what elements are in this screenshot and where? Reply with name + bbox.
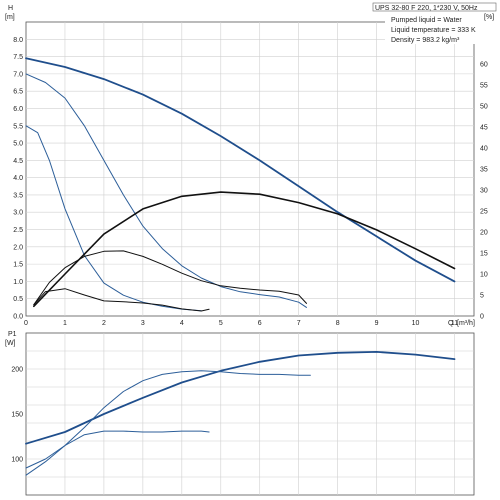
y2-tick-label: 5	[480, 293, 484, 300]
y2-tick-label: 35	[480, 167, 488, 174]
legend-line-3: Density = 983.2 kg/m³	[391, 37, 460, 44]
y-tick-label: 3.5	[13, 192, 23, 199]
y-tick-label: 4.5	[13, 158, 23, 165]
p1-tick-label: 150	[11, 412, 23, 419]
bottom-ticks: 100 150 200	[11, 367, 23, 464]
power-curve-2	[25, 430, 210, 476]
y-tick-label: 2.5	[13, 227, 23, 234]
y-axis-label: H	[8, 5, 13, 12]
x-tick-label: 4	[180, 320, 184, 327]
y2-axis-unit: [%]	[484, 14, 494, 21]
y-tick-label: 2.0	[13, 244, 23, 251]
x-tick-label: 3	[141, 320, 145, 327]
y-tick-label: 7.0	[13, 71, 23, 78]
x-axis-unit: [m³/h]	[457, 320, 475, 327]
x-tick-label: 2	[102, 320, 106, 327]
y-tick-label: 7.5	[13, 54, 23, 61]
y-tick-label: 0.5	[13, 296, 23, 303]
head-curve-2	[25, 125, 202, 312]
y-tick-label: 5.5	[13, 123, 23, 130]
y-tick-label: 5.0	[13, 141, 23, 148]
y-tick-label: 6.5	[13, 89, 23, 96]
x-tick-label: 5	[219, 320, 223, 327]
top-grid	[26, 22, 474, 316]
p1-tick-label: 200	[11, 367, 23, 374]
x-tick-label: 6	[258, 320, 262, 327]
head-curve-0	[25, 57, 456, 283]
y2-tick-label: 25	[480, 209, 488, 216]
legend-info-box	[385, 12, 481, 44]
y2-tick-label: 0	[480, 314, 484, 321]
y-tick-label: 4.0	[13, 175, 23, 182]
p1-axis-unit: [W]	[5, 340, 16, 347]
y2-tick-label: 60	[480, 62, 488, 69]
y2-tick-label: 10	[480, 272, 488, 279]
y-tick-label: 8.0	[13, 37, 23, 44]
x-tick-label: 11	[451, 320, 458, 327]
power-curve-1	[25, 370, 311, 469]
chart-title: UPS 32-80 F 220, 1*230 V, 50Hz	[375, 5, 478, 12]
head-curve-1	[25, 73, 307, 308]
x-tick-label: 9	[375, 320, 379, 327]
legend-line-2: Liquid temperature = 333 K	[391, 27, 476, 34]
y2-tick-label: 55	[480, 83, 488, 90]
p1-axis-label: P1	[8, 331, 17, 338]
x-tick-label: 1	[63, 320, 67, 327]
top-plot-frame	[25, 21, 475, 317]
bottom-grid	[26, 333, 474, 495]
y-axis-unit: [m]	[5, 14, 15, 21]
x-axis-label: Q	[448, 320, 454, 327]
y2-tick-label: 30	[480, 188, 488, 195]
legend-box	[372, 2, 497, 12]
efficiency-curve-3	[32, 191, 456, 308]
p1-tick-label: 100	[11, 457, 23, 464]
bottom-plot-frame	[25, 332, 475, 496]
legend-line-1: Pumped liquid = Water	[391, 17, 462, 24]
y-tick-label: 1.0	[13, 279, 23, 286]
y2-tick-label: 40	[480, 146, 488, 153]
y2-tick-label: 20	[480, 230, 488, 237]
y2-tick-label: 45	[480, 125, 488, 132]
x-tick-label: 0	[24, 320, 28, 327]
y2-tick-label: 15	[480, 251, 488, 258]
top-ticks: 0 1 2 3 4 5 6 7 8 9 10 110.00.51.01.52.02.53.03.54.…	[13, 37, 488, 327]
y2-tick-label: 50	[480, 104, 488, 111]
y-tick-label: 0.0	[13, 314, 23, 321]
x-tick-label: 10	[412, 320, 420, 327]
y-tick-label: 6.0	[13, 106, 23, 113]
efficiency-curve-4	[33, 250, 307, 306]
y-tick-label: 3.0	[13, 210, 23, 217]
power-curve-0	[25, 350, 456, 445]
y-tick-label: 1.5	[13, 262, 23, 269]
x-tick-label: 8	[336, 320, 340, 327]
bottom-series	[25, 350, 456, 476]
efficiency-curve-5	[33, 288, 210, 312]
top-series	[25, 57, 456, 312]
x-tick-label: 7	[297, 320, 301, 327]
